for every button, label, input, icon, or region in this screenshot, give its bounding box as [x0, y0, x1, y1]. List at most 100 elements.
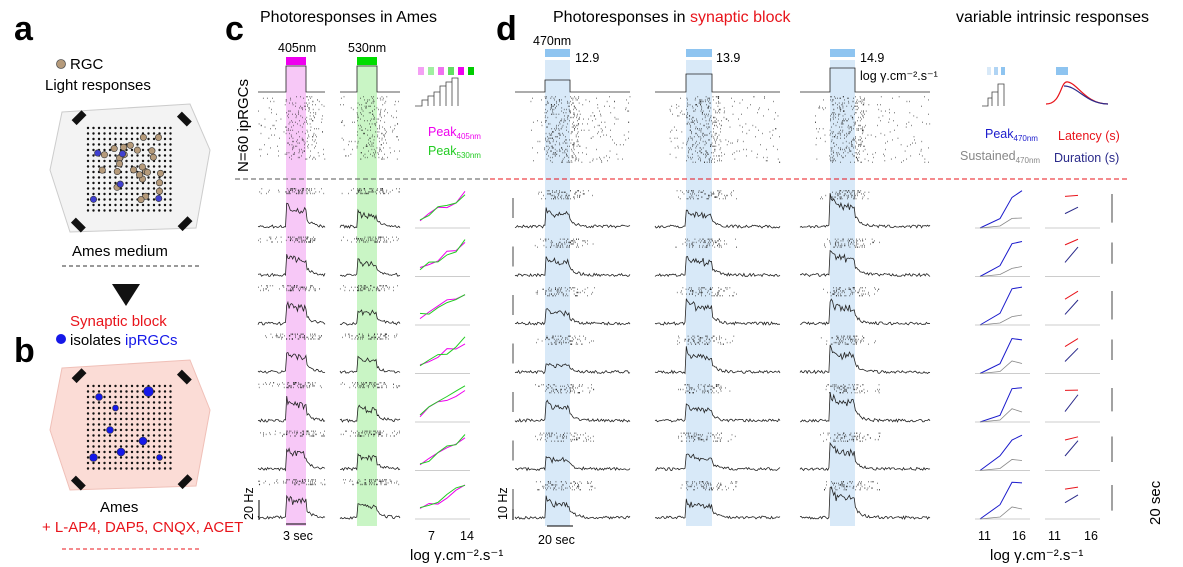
electrode: [136, 159, 139, 163]
electrode: [119, 401, 123, 404]
electrode: [103, 395, 106, 399]
electrode: [119, 209, 123, 212]
stim-icon: [1045, 81, 1109, 105]
electrode: [163, 154, 167, 157]
electrode: [119, 445, 123, 448]
electrode: [114, 450, 117, 454]
panel-label: a: [14, 10, 34, 48]
x-label: log γ.cm⁻².s⁻¹: [410, 547, 503, 564]
scale-label: 3 sec: [283, 529, 313, 543]
electrode: [114, 423, 117, 426]
electrode: [86, 467, 90, 470]
electrode: [97, 165, 101, 168]
electrode: [152, 198, 156, 201]
electrode: [97, 401, 101, 404]
electrode: [147, 143, 150, 146]
condition: Ames: [100, 499, 138, 516]
cell: [155, 194, 163, 202]
clip: [70, 475, 86, 491]
electrode: [158, 406, 161, 410]
stim-band: [686, 60, 712, 526]
electrode: [163, 412, 167, 415]
electrode: [130, 412, 134, 415]
electrode: [147, 439, 150, 443]
electrode: [141, 159, 145, 163]
electrode: [158, 148, 161, 152]
x-tick: 7: [428, 529, 435, 543]
trace: [654, 453, 781, 471]
electrode: [119, 412, 123, 415]
legend-text: Peak: [428, 125, 457, 139]
legend-sub: 405nm: [457, 132, 482, 141]
legend: Peak470nm: [985, 127, 1038, 143]
electrode: [114, 154, 117, 157]
electrode: [114, 417, 117, 421]
electrode: [103, 406, 106, 410]
electrode: [163, 132, 167, 135]
electrode: [152, 445, 156, 448]
electrode: [141, 154, 145, 157]
electrode: [158, 450, 161, 454]
electrode: [169, 198, 172, 201]
electrode: [114, 198, 117, 201]
duration-curve: [1064, 246, 1079, 263]
electrode: [108, 417, 112, 421]
electrode: [152, 384, 156, 388]
electrode: [130, 209, 134, 212]
latency-curve: [1064, 194, 1079, 197]
electrode: [158, 209, 161, 212]
electrode: [136, 137, 139, 141]
trace: [514, 363, 631, 375]
electrode: [169, 170, 172, 174]
cell: [156, 179, 164, 187]
panel-label: d: [496, 10, 517, 48]
electrode: [125, 412, 128, 415]
electrode: [114, 412, 117, 415]
electrode: [158, 467, 161, 470]
electrode: [163, 126, 167, 130]
electrode: [163, 461, 167, 465]
legend-text: RGC: [70, 56, 104, 73]
electrode: [130, 423, 134, 426]
electrode: [163, 423, 167, 426]
electrode: [114, 126, 117, 130]
electrode: [119, 137, 123, 141]
electrode: [125, 170, 128, 174]
stim-label: 530nm: [348, 41, 386, 55]
electrode: [125, 203, 128, 207]
electrode: [97, 445, 101, 448]
electrode: [119, 198, 123, 201]
electrode: [163, 187, 167, 190]
x-tick: 16: [1084, 529, 1098, 543]
cell: [112, 404, 119, 412]
electrode: [169, 412, 172, 415]
stim-icon: [438, 67, 444, 75]
electrode: [103, 439, 106, 443]
cell: [143, 386, 154, 397]
cell: [94, 149, 102, 157]
electrode: [97, 406, 101, 410]
electrode: [119, 406, 123, 410]
electrode: [86, 126, 90, 130]
electrode: [147, 165, 150, 168]
sus-curve: [979, 217, 1023, 229]
electrode: [125, 445, 128, 448]
latency-curve: [1064, 238, 1079, 246]
trace: [514, 207, 631, 229]
electrode: [125, 406, 128, 410]
electrode: [86, 181, 90, 185]
legend-sub: 470nm: [1014, 134, 1039, 143]
trace: [514, 308, 631, 326]
electrode: [163, 467, 167, 470]
electrode: [147, 456, 150, 459]
legend-dot: [56, 334, 66, 344]
cell: [90, 195, 98, 203]
electrode: [108, 181, 112, 185]
electrode: [136, 423, 139, 426]
electrode: [147, 176, 150, 179]
electrode: [92, 401, 95, 404]
electrode: [86, 417, 90, 421]
electrode: [114, 439, 117, 443]
legend-text: Sustained: [960, 149, 1016, 163]
dose-curve: [419, 343, 466, 366]
